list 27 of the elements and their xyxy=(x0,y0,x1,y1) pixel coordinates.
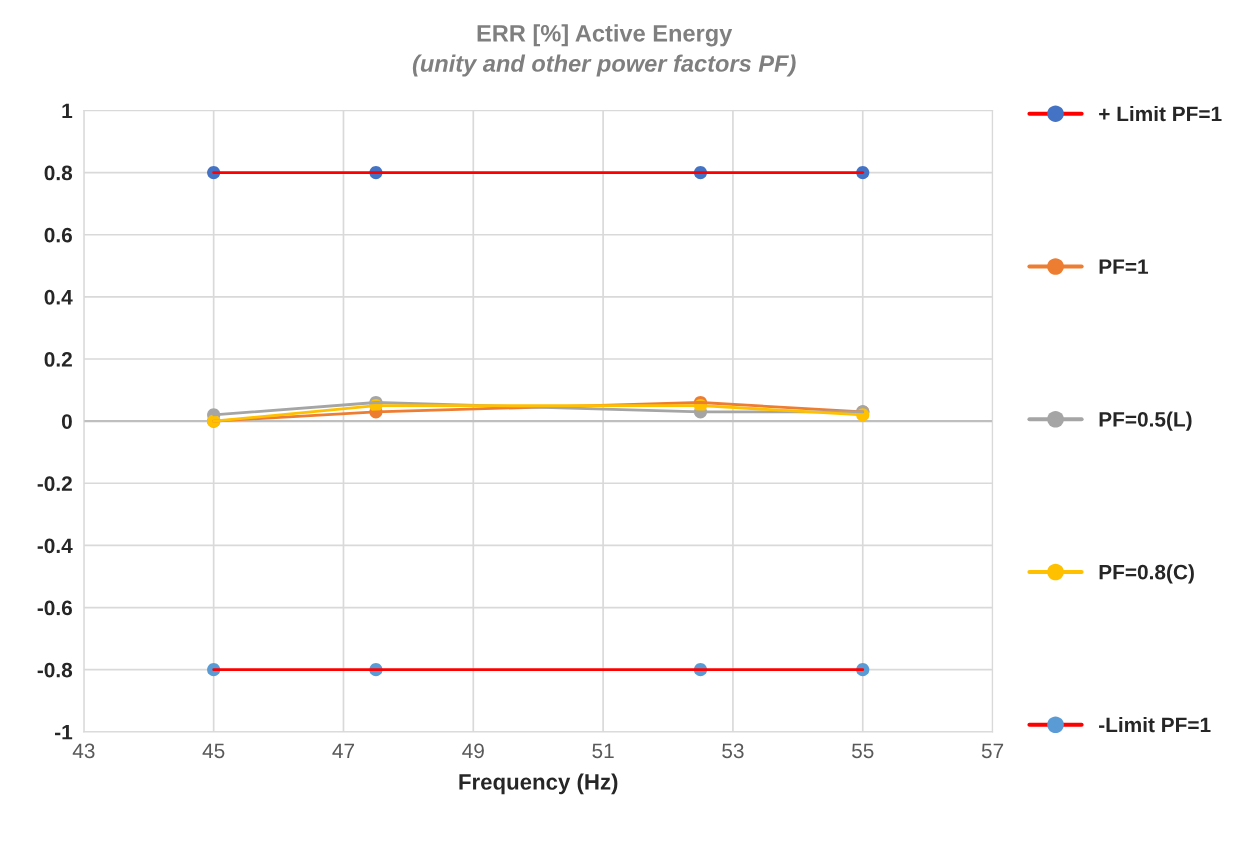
y-tick-label: 1 xyxy=(62,103,73,119)
x-tick-label: 51 xyxy=(592,743,614,759)
legend-label: -Limit PF=1 xyxy=(1099,716,1211,733)
x-tick-label: 47 xyxy=(332,743,355,759)
legend-label: PF=0.5(L) xyxy=(1099,411,1192,431)
legend-label: PF=0.8(C) xyxy=(1099,564,1194,584)
y-tick-label: -1 xyxy=(55,725,73,740)
x-tick-label: 45 xyxy=(202,743,225,759)
legend-label: PF=1 xyxy=(1099,259,1149,274)
x-tick-label: 55 xyxy=(852,743,874,759)
x-tick-label: 43 xyxy=(72,743,95,759)
y-tick-label: 0.2 xyxy=(44,352,72,367)
x-tick-label: 57 xyxy=(981,743,1004,759)
y-tick-label: -0.2 xyxy=(37,476,72,492)
y-tick-label: -0.4 xyxy=(37,538,73,554)
y-tick-label: 0 xyxy=(61,414,72,429)
y-tick-label: 0.6 xyxy=(44,227,72,243)
x-axis-title: Frequency (Hz) xyxy=(459,773,618,795)
legend-label: + Limit PF=1 xyxy=(1099,105,1222,122)
y-tick-label: -0.6 xyxy=(37,600,72,616)
x-tick-label: 53 xyxy=(722,743,744,759)
y-tick-label: 0.4 xyxy=(44,289,73,305)
y-tick-label: 0.8 xyxy=(44,165,73,181)
y-tick-label: -0.8 xyxy=(37,662,73,678)
chart-title: ERR [%] Active Energy xyxy=(477,24,733,47)
x-tick-label: 49 xyxy=(462,743,484,759)
chart-subtitle: (unity and other power factors PF) xyxy=(412,54,796,77)
